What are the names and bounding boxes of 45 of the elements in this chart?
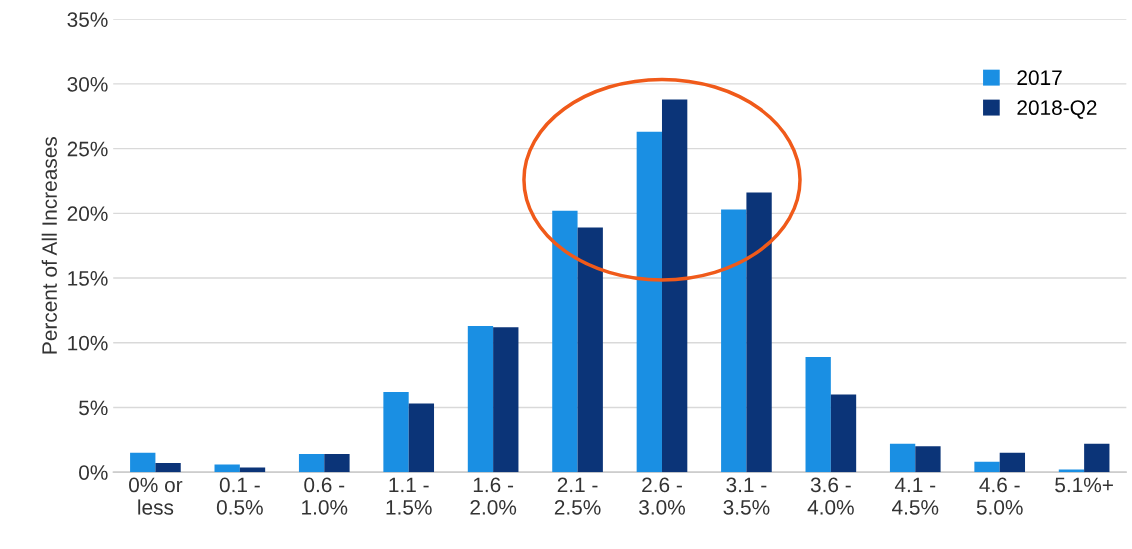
y-tick-label: 35%: [67, 12, 108, 27]
x-tick-label: 0% or less: [129, 477, 183, 515]
y-tick-label: 10%: [68, 335, 108, 351]
bar: [383, 391, 409, 473]
y-tick-label: 30%: [67, 76, 108, 92]
x-tick-label: 1.1 - 1.5%: [386, 477, 432, 515]
bar: [130, 452, 156, 473]
bar: [324, 454, 350, 473]
legend-label: 2018-Q2: [1017, 100, 1097, 119]
x-tick-label: 3.1 - 3.5%: [723, 477, 770, 515]
bar: [636, 131, 662, 473]
y-tick-label: 25%: [67, 141, 108, 157]
x-tick-label: 1.6 - 2.0%: [470, 477, 517, 515]
bar: [155, 463, 181, 473]
bar: [889, 443, 916, 473]
bar: [721, 209, 747, 473]
y-tick-label: 5%: [79, 400, 108, 416]
x-tick-label: 4.6 - 5.0%: [976, 477, 1023, 515]
bar: [830, 394, 857, 473]
bar: [577, 227, 603, 473]
bar: [805, 356, 831, 473]
x-tick-label: 3.6 - 4.0%: [807, 477, 854, 515]
x-tick-label: 2.1 - 2.5%: [554, 477, 601, 515]
bar: [915, 446, 941, 473]
bar: [552, 210, 578, 473]
bar: [974, 461, 1000, 473]
x-tick-label: 5.1%+: [1055, 477, 1113, 493]
legend-label: 2017: [1017, 70, 1062, 86]
bar: [298, 454, 325, 473]
bar: [999, 452, 1026, 473]
bar: [1084, 443, 1110, 473]
bar: [467, 325, 494, 473]
x-tick-label: 4.1 - 4.5%: [892, 477, 939, 515]
x-tick-label: 0.1 - 0.5%: [216, 477, 263, 515]
y-tick-label: 0%: [79, 465, 108, 480]
y-tick-label: 15%: [68, 271, 108, 286]
bar: [214, 464, 240, 473]
bar: [493, 327, 519, 473]
bar: [746, 192, 772, 473]
x-tick-label: 0.6 - 1.0%: [302, 477, 348, 515]
y-axis-title: Percent of All Increases: [41, 136, 57, 354]
bar: [408, 403, 435, 473]
y-tick-label: 20%: [67, 206, 108, 222]
bar: [661, 99, 688, 473]
x-tick-label: 2.6 - 3.0%: [639, 477, 685, 515]
